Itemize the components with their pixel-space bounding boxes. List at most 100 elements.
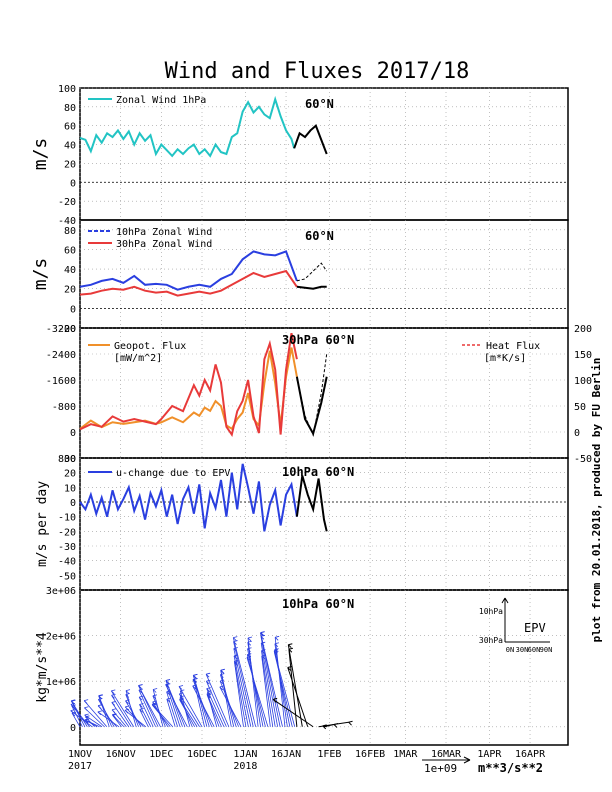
y-tick-label: 20 [64, 159, 76, 170]
legend-unit: [m*K/s] [484, 353, 526, 364]
legend-label: Zonal Wind 1hPa [116, 95, 206, 106]
epv-arrow [274, 643, 288, 727]
arrow-key-unit: m**3/s**2 [478, 761, 543, 775]
epv-arrow-head [151, 702, 157, 708]
epv-arrow [125, 700, 142, 727]
series-line-30hpa [79, 269, 298, 297]
epv-arrow [205, 674, 230, 727]
epv-arrow-head [206, 679, 211, 685]
y-axis-label: kg*m/s**4 [35, 632, 50, 703]
epv-arrow [124, 706, 144, 728]
epv-arrow-head [70, 699, 76, 705]
epv-arrow-head [274, 635, 280, 641]
legend-label: 30hPa Zonal Wind [116, 239, 212, 250]
x-tick-label: 1MAR [393, 749, 418, 760]
epv-arrow [138, 689, 157, 727]
epv-arrow-head [247, 636, 253, 642]
epv-arrow [166, 691, 178, 727]
series-line-forecast-10hpa [296, 262, 328, 282]
epv-arrow [138, 696, 154, 727]
epv-arrow [206, 681, 227, 727]
panel-annotation: 10hPa 60°N [282, 465, 354, 479]
epv-arrow-head [97, 710, 102, 716]
epv-arrow-forecast [287, 644, 303, 727]
inset-x-tick: 0N [506, 646, 514, 654]
epv-arrow [219, 686, 242, 727]
series-line-forecast-30hpa [296, 285, 327, 290]
y2-tick-label: 150 [574, 350, 592, 361]
y-tick-label: 40 [64, 141, 76, 152]
epv-arrow [84, 714, 103, 728]
epv-arrow-head [192, 674, 198, 679]
panel-epv-arrows: 0 1e+06 2e+06 3e+06 kg*m/s**4 10hPa 60°N EPV 10… [35, 586, 569, 746]
inset-x-tick: 90N [540, 646, 553, 654]
y-tick-label: 80 [64, 103, 76, 114]
x-tick-year: 2018 [233, 761, 257, 772]
y-tick-label: -20 [58, 527, 76, 538]
arrow-key: 1e+09 m**3/s**2 [422, 756, 543, 775]
epv-arrow [192, 685, 215, 727]
epv-arrow-head [206, 687, 211, 692]
epv-arrow-head [287, 666, 292, 671]
panel-fluxes-30hpa: 800 0 -800 -1600 -2400 -3200 -50 0 50 100 150 200 Ge… [46, 324, 592, 465]
y-tick-label: 800 [58, 454, 76, 465]
x-tick-label: 16FEB [355, 749, 385, 760]
epv-arrow-head [70, 709, 75, 714]
y-tick-label: -1600 [46, 376, 76, 387]
x-tick-label: 16APR [515, 749, 546, 760]
y-tick-label: 30 [64, 454, 76, 465]
y-tick-label: -50 [58, 571, 76, 582]
epv-arrow [70, 710, 93, 728]
epv-arrow [139, 704, 152, 727]
epv-arrow-forecast [272, 698, 314, 728]
epv-arrow [260, 636, 279, 727]
epv-arrow [71, 712, 81, 727]
x-tick-label: 16DEC [187, 749, 217, 760]
y-tick-label: -40 [58, 216, 76, 227]
epv-arrow [233, 648, 252, 727]
epv-arrow-head [287, 643, 293, 649]
y-tick-label: 20 [64, 285, 76, 296]
inset-arrow-head [501, 597, 509, 604]
epv-arrow-head [97, 704, 103, 709]
y-tick-label: -30 [58, 542, 76, 553]
arrow-key-value: 1e+09 [424, 762, 457, 775]
inset-y-tick: 30hPa [479, 636, 503, 645]
epv-arrow [206, 694, 220, 727]
epv-arrow [246, 657, 269, 727]
series-line-geopot-flux [79, 347, 298, 431]
y-tick-label: -800 [52, 402, 76, 413]
epv-arrow-head [70, 703, 76, 708]
inset-x-tick: 60N [528, 646, 541, 654]
epv-arrow-head [232, 636, 238, 641]
x-tick-label: 16MAR [431, 749, 462, 760]
epv-arrow [219, 680, 239, 727]
epv-arrow [71, 705, 83, 727]
epv-arrow-head [125, 699, 130, 705]
series-line-1hpa [79, 95, 296, 158]
y2-tick-label: -50 [574, 454, 592, 465]
y-tick-label: 0 [70, 723, 76, 734]
legend-label: Geopot. Flux [114, 341, 186, 352]
y-tick-label: 3e+06 [46, 586, 76, 597]
epv-arrow-head [260, 631, 265, 637]
panel-annotation: 10hPa 60°N [282, 597, 354, 611]
epv-arrow-head [125, 693, 130, 698]
epv-arrow [261, 655, 271, 727]
y-tick-label: 80 [64, 226, 76, 237]
series-line-forecast [293, 124, 328, 155]
epv-arrow [138, 685, 161, 727]
y-axis-label: m/s [30, 138, 51, 171]
series-line-forecast [295, 376, 328, 437]
y-tick-label: -20 [58, 197, 76, 208]
epv-arrow-head [111, 701, 116, 706]
epv-arrow-forecast [287, 667, 309, 727]
epv-arrow-head [152, 688, 158, 693]
panel-annotation: 30hPa 60°N [282, 333, 354, 347]
epv-arrow [192, 679, 213, 727]
epv-arrow-head [98, 694, 103, 699]
epv-arrow-head [192, 678, 198, 683]
epv-arrow-head [98, 698, 103, 703]
